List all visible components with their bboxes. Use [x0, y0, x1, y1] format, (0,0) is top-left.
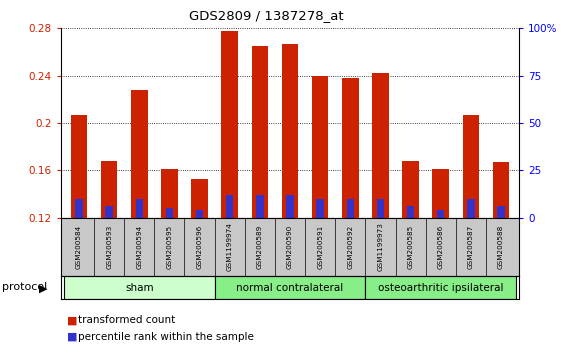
Text: GSM200594: GSM200594 — [136, 225, 142, 269]
Bar — [437, 210, 444, 218]
Bar — [106, 206, 113, 218]
Text: ■: ■ — [67, 332, 77, 342]
Text: osteoarthritic ipsilateral: osteoarthritic ipsilateral — [378, 282, 503, 293]
Bar — [282, 44, 298, 218]
Text: GSM200593: GSM200593 — [106, 225, 112, 269]
Bar — [317, 199, 324, 218]
Bar — [101, 161, 117, 218]
Bar — [256, 195, 263, 218]
Bar — [136, 199, 143, 218]
Text: GSM200585: GSM200585 — [408, 225, 414, 269]
Text: ▶: ▶ — [39, 284, 48, 293]
Bar — [433, 169, 449, 218]
Bar — [467, 199, 474, 218]
Bar — [196, 210, 204, 218]
Bar — [71, 115, 87, 218]
Text: ■: ■ — [67, 315, 77, 325]
Bar — [166, 208, 173, 218]
Bar — [365, 276, 516, 299]
Bar — [191, 179, 208, 218]
Text: GSM200591: GSM200591 — [317, 225, 323, 269]
Text: GDS2809 / 1387278_at: GDS2809 / 1387278_at — [190, 9, 344, 22]
Text: transformed count: transformed count — [78, 315, 176, 325]
Text: GSM1199973: GSM1199973 — [378, 222, 383, 272]
Bar — [215, 276, 365, 299]
Text: normal contralateral: normal contralateral — [237, 282, 343, 293]
Text: sham: sham — [125, 282, 154, 293]
Text: GSM200595: GSM200595 — [166, 225, 172, 269]
Bar — [493, 162, 509, 218]
Bar — [463, 115, 479, 218]
Bar — [75, 199, 83, 218]
Bar — [64, 276, 215, 299]
Bar — [222, 31, 238, 218]
Bar — [372, 73, 389, 218]
Text: GSM200596: GSM200596 — [197, 225, 202, 269]
Bar — [376, 199, 384, 218]
Text: protocol: protocol — [2, 282, 47, 292]
Text: GSM200590: GSM200590 — [287, 225, 293, 269]
Text: GSM200592: GSM200592 — [347, 225, 353, 269]
Bar — [497, 206, 505, 218]
Bar — [161, 169, 177, 218]
Bar — [342, 78, 358, 218]
Text: GSM1199974: GSM1199974 — [227, 222, 233, 272]
Text: GSM200588: GSM200588 — [498, 225, 504, 269]
Bar — [226, 195, 233, 218]
Bar — [347, 199, 354, 218]
Bar — [287, 195, 293, 218]
Text: percentile rank within the sample: percentile rank within the sample — [78, 332, 254, 342]
Text: GSM200589: GSM200589 — [257, 225, 263, 269]
Bar — [403, 161, 419, 218]
Text: GSM200586: GSM200586 — [438, 225, 444, 269]
Text: GSM200584: GSM200584 — [76, 225, 82, 269]
Text: GSM200587: GSM200587 — [468, 225, 474, 269]
Bar — [312, 76, 328, 218]
Bar — [131, 90, 147, 218]
Bar — [252, 46, 268, 218]
Bar — [407, 206, 414, 218]
